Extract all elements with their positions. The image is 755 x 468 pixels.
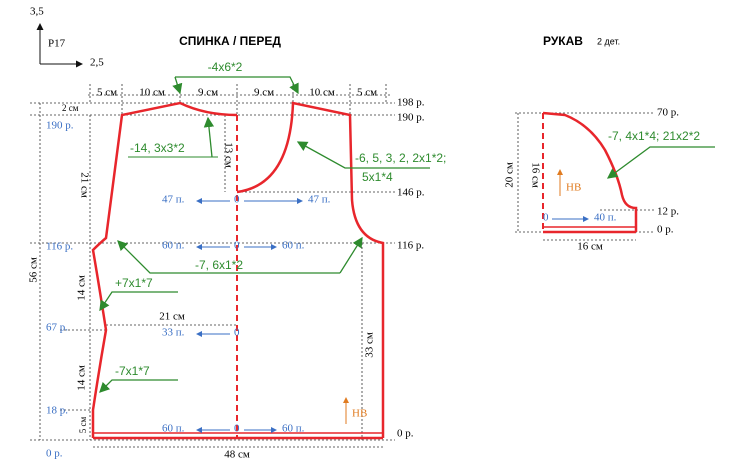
length-label: 16 см	[529, 162, 541, 188]
row-label: 18 р.	[46, 405, 68, 417]
length-label: 20 см	[504, 162, 516, 188]
hem-mark: НВ	[566, 182, 581, 194]
row-label: 0 р.	[46, 448, 63, 460]
width-label: 10 см	[309, 87, 335, 99]
stitch-label: 60 п.	[282, 240, 305, 252]
row-label: 67 р.	[46, 322, 68, 334]
note-arrow	[203, 116, 215, 158]
row-label: 190 р.	[46, 120, 74, 132]
gauge: 3,5 Р17 2,5	[30, 6, 104, 69]
row-label: 12 р.	[657, 206, 679, 218]
note-arrow	[339, 236, 363, 274]
width-label: 5 см	[97, 87, 117, 99]
note-arrow	[172, 76, 183, 95]
length-label: 13 см	[222, 142, 234, 168]
row-label: 0 р.	[397, 428, 414, 440]
note-arrow	[99, 291, 178, 312]
stitch-label: 60 п.	[282, 423, 305, 435]
width-label: 10 см	[139, 87, 165, 99]
length-label: 56 см	[28, 257, 40, 283]
gauge-vertical: 3,5	[30, 6, 44, 18]
note-arrow	[99, 379, 178, 393]
body-outline	[91, 101, 238, 438]
body-title: СПИНКА / ПЕРЕД	[179, 34, 281, 48]
length-label: 2 см	[62, 103, 79, 113]
width-label: 9 см	[198, 87, 218, 99]
note-arrow	[117, 240, 340, 274]
front-outline	[236, 101, 385, 438]
width-label: 5 см	[357, 87, 377, 99]
length-label: 33 см	[364, 332, 376, 358]
shaping-note: -7, 6х1*2	[195, 258, 243, 272]
gauge-label: Р17	[48, 38, 66, 50]
length-label: 21 см	[78, 172, 90, 198]
row-label: 190 р.	[397, 112, 425, 124]
row-label: 0 р.	[657, 224, 674, 236]
length-label: 5 см	[78, 416, 88, 433]
stitch-label: 47 п.	[162, 194, 185, 206]
length-label: 16 см	[577, 241, 603, 253]
gauge-horizontal: 2,5	[90, 57, 104, 69]
shaping-note: -7х1*7	[115, 364, 150, 378]
stitch-label: 60 п.	[162, 240, 185, 252]
stitch-label: 47 п.	[308, 194, 331, 206]
stitch-label: 33 п.	[162, 327, 185, 339]
stitch-label: 0	[234, 423, 240, 435]
length-label: 21 см	[159, 311, 185, 323]
shaping-note: -14, 3х3*2	[130, 141, 185, 155]
note-arrow	[606, 146, 715, 179]
stitch-label: 0	[234, 194, 240, 206]
row-label: 198 р.	[397, 97, 425, 109]
length-label: 14 см	[76, 275, 88, 301]
length-label: 14 см	[76, 365, 88, 391]
shaping-note: -7, 4х1*4; 21х2*2	[608, 129, 700, 143]
shaping-note: +7х1*7	[115, 276, 153, 290]
length-label: 48 см	[224, 449, 250, 461]
stitch-label: 60 п.	[162, 423, 185, 435]
row-label: 70 р.	[657, 107, 679, 119]
stitch-label: 0	[234, 240, 240, 252]
stitch-label: 40 п.	[594, 212, 617, 224]
dimension-lines	[30, 84, 395, 448]
shoulder-note: -4х6*2	[208, 60, 243, 74]
width-label: 9 см	[254, 87, 274, 99]
hem-mark: НВ	[352, 408, 367, 420]
sleeve-title: РУКАВ	[543, 34, 583, 48]
row-label: 146 р.	[397, 187, 425, 199]
stitch-label: 0	[234, 327, 240, 339]
sleeve-count: 2 дет.	[597, 36, 620, 46]
shaping-note: -6, 5, 3, 2, 2х1*2;	[355, 151, 446, 165]
note-arrow	[175, 76, 299, 95]
row-label: 116 р.	[46, 241, 73, 253]
note-arrow	[296, 141, 430, 169]
stitch-label: 0	[543, 212, 549, 224]
row-label: 116 р.	[397, 240, 424, 252]
shaping-note: 5х1*4	[362, 170, 393, 184]
